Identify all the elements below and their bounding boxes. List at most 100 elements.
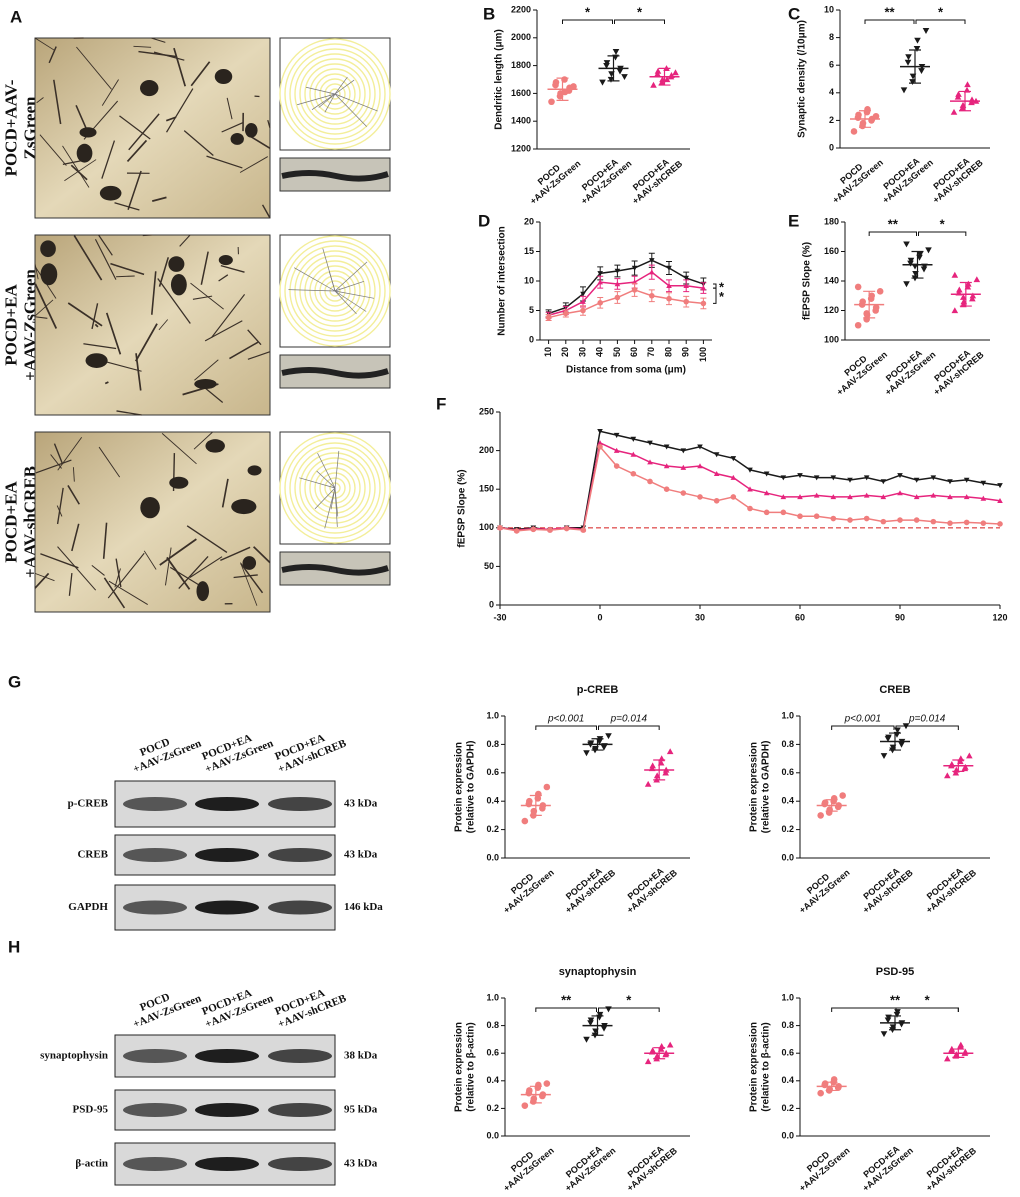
traced-dendrite <box>316 470 336 489</box>
data-point <box>897 517 903 523</box>
soma <box>76 143 93 163</box>
sd-bar <box>959 90 971 112</box>
dendrite <box>34 283 58 329</box>
x-tick-label: POCD+EA+AAV-shCREB <box>861 865 915 915</box>
x-tick-label: POCD+AAV-ZsGreen <box>797 1145 851 1193</box>
dendrite <box>91 303 99 330</box>
dendrite <box>247 351 271 360</box>
traced-dendrite <box>305 86 336 95</box>
data-point <box>966 752 973 759</box>
data-point <box>947 520 953 526</box>
y-axis-label: (relative to GAPDH) <box>761 741 772 834</box>
blot-size-label: 95 kDa <box>344 1104 378 1116</box>
data-point <box>997 521 1003 527</box>
data-point <box>597 300 603 306</box>
x-tick-label: 60 <box>629 347 639 357</box>
data-point <box>730 474 737 480</box>
y-axis-label: Protein expression <box>454 742 465 832</box>
row-label: POCD+AAV- ZsGreen <box>1 79 39 176</box>
data-point <box>672 69 679 76</box>
y-tick-label: 1.0 <box>486 710 499 720</box>
dendrite <box>179 234 191 247</box>
dendrite <box>116 410 142 416</box>
data-point <box>747 486 753 492</box>
dendrite <box>218 274 229 282</box>
data-point <box>944 772 951 779</box>
soma <box>170 273 187 296</box>
blot-band <box>123 1103 187 1117</box>
y-tick-label: 250 <box>479 406 494 416</box>
data-point <box>680 490 687 496</box>
y-tick-label: 2 <box>829 115 834 125</box>
data-point <box>700 300 707 307</box>
data-point <box>997 483 1003 489</box>
data-point <box>965 280 972 287</box>
data-point <box>630 470 637 477</box>
data-point <box>963 477 970 483</box>
dendrite <box>34 263 39 280</box>
dendrite <box>119 115 151 140</box>
y-tick-label: 100 <box>479 522 494 532</box>
significance-bracket <box>598 725 660 730</box>
y-tick-label: 1.0 <box>781 992 794 1002</box>
blot-band <box>268 1049 332 1063</box>
data-point <box>666 748 674 755</box>
dendrite <box>240 562 258 606</box>
blot-band <box>195 900 259 915</box>
data-point <box>955 90 962 97</box>
sholl-ring <box>309 462 361 514</box>
dendrite <box>98 234 113 256</box>
panel-label: B <box>483 4 495 23</box>
significance-bracket <box>864 19 915 24</box>
data-point <box>580 291 586 297</box>
significance-bracket <box>535 1007 597 1012</box>
data-point <box>552 78 560 86</box>
data-point <box>893 1011 901 1018</box>
data-point <box>854 283 862 291</box>
blot-row-label: PSD-95 <box>73 1104 109 1116</box>
y-tick-label: 0.6 <box>781 767 794 777</box>
data-point <box>830 515 837 522</box>
dendrite <box>114 202 140 211</box>
data-point <box>697 463 703 469</box>
data-point <box>614 281 621 287</box>
row-label: POCD+EA +AAV-shCREB <box>1 466 39 578</box>
dendrite <box>62 145 90 188</box>
data-point <box>730 456 737 462</box>
data-point <box>596 1011 604 1018</box>
data-point <box>948 1045 956 1052</box>
dendrite <box>192 295 213 300</box>
x-tick-label: POCD+EA+AAV-shCREB <box>625 1143 679 1193</box>
y-tick-label: 0.0 <box>486 1130 499 1140</box>
x-tick-label: POCD+EA+AAV-ZsGreen <box>579 156 633 206</box>
blot-size-label: 38 kDa <box>344 1050 378 1062</box>
y-axis-label: Number of intersection <box>497 226 508 335</box>
dendrite <box>189 556 223 578</box>
soma <box>218 254 233 266</box>
data-point <box>904 59 912 66</box>
data-point <box>854 321 862 329</box>
data-point <box>561 88 569 96</box>
data-point <box>597 440 603 446</box>
dendrite <box>102 522 108 559</box>
soma <box>79 127 97 138</box>
dendrite <box>98 446 121 478</box>
traced-dendrite <box>297 93 336 106</box>
significance-bracket <box>598 1007 660 1012</box>
x-tick-label: 30 <box>577 347 587 357</box>
data-point <box>918 68 925 75</box>
data-point <box>817 812 824 819</box>
traced-dendrite <box>299 477 336 489</box>
dendrite <box>57 546 97 591</box>
dendrite <box>178 555 209 589</box>
traced-dendrite <box>334 450 340 489</box>
data-point <box>913 46 921 52</box>
data-point <box>876 288 884 295</box>
data-point <box>605 733 612 740</box>
data-point <box>563 310 569 317</box>
data-point <box>613 447 620 453</box>
data-point <box>813 513 820 520</box>
x-tick-label: POCD+EA+AAV-ZsGreen <box>883 347 937 397</box>
dendrite <box>126 139 148 163</box>
significance-label: * <box>637 4 643 19</box>
